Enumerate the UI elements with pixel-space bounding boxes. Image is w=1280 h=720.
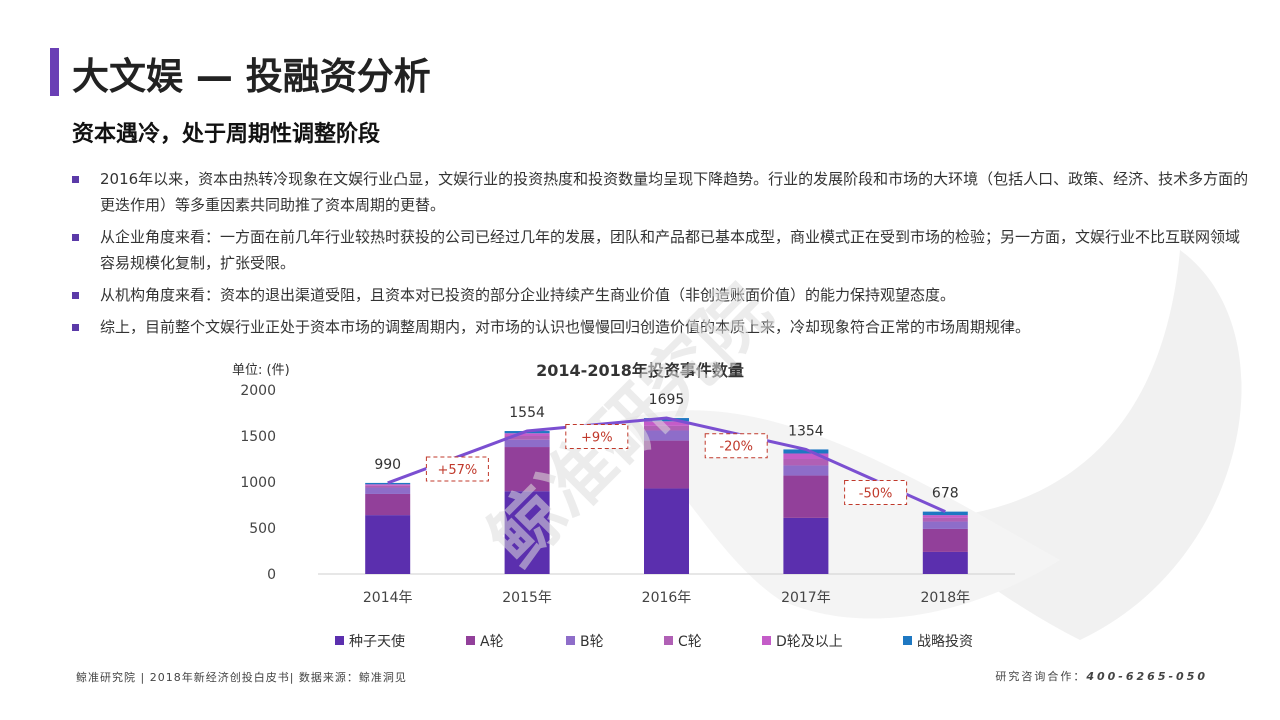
bar-segment-战略投资 <box>365 482 411 485</box>
bar-segment-B轮 <box>644 430 689 441</box>
legend-swatch <box>664 636 673 645</box>
x-tick-label: 2014年 <box>363 590 413 606</box>
bar-segment-种子天使 <box>504 491 550 574</box>
legend-swatch <box>335 636 344 645</box>
title-accent-bar <box>50 48 59 96</box>
y-tick-label: 0 <box>267 567 276 583</box>
total-data-label: 678 <box>932 486 959 502</box>
chart-title: 2014-2018年投资事件数量 <box>536 361 744 380</box>
growth-label-box <box>565 424 629 450</box>
legend-swatch <box>762 636 771 645</box>
bar-segment-B轮 <box>783 465 829 476</box>
growth-label: +9% <box>581 431 613 446</box>
growth-label-box <box>704 433 768 459</box>
legend-label: B轮 <box>580 634 604 650</box>
bar-segment-C轮 <box>783 459 829 466</box>
bullet-item: 综上，目前整个文娱行业正处于资本市场的调整周期内，对市场的认识也慢慢回归创造价值… <box>72 314 1252 340</box>
y-axis-unit-label: 单位: (件) <box>232 363 290 378</box>
bullet-square-icon <box>72 324 79 331</box>
page-subtitle: 资本遇冷，处于周期性调整阶段 <box>72 122 381 147</box>
x-tick-label: 2016年 <box>642 590 692 606</box>
bar-segment-C轮 <box>504 436 550 440</box>
legend-swatch <box>466 636 475 645</box>
bullet-list: 2016年以来，资本由热转冷现象在文娱行业凸显，文娱行业的投资热度和投资数量均呈… <box>72 166 1252 346</box>
x-tick-label: 2015年 <box>502 590 552 606</box>
y-tick-label: 2000 <box>240 383 276 399</box>
bar-segment-A轮 <box>922 528 968 552</box>
bullet-item: 从企业角度来看：一方面在前几年行业较热时获投的公司已经过几年的发展，团队和产品都… <box>72 224 1252 276</box>
bar-segment-D轮及以上 <box>783 453 829 459</box>
bar-segment-种子天使 <box>783 517 829 574</box>
growth-label: -50% <box>859 487 893 502</box>
bar-segment-B轮 <box>922 521 968 529</box>
bullet-text: 2016年以来，资本由热转冷现象在文娱行业凸显，文娱行业的投资热度和投资数量均呈… <box>100 170 1249 214</box>
bullet-item: 2016年以来，资本由热转冷现象在文娱行业凸显，文娱行业的投资热度和投资数量均呈… <box>72 166 1252 218</box>
total-data-label: 1695 <box>649 392 685 408</box>
bar-segment-D轮及以上 <box>504 433 550 436</box>
footer-contact-label: 研究咨询合作： <box>995 670 1087 683</box>
total-data-label: 1354 <box>788 423 824 439</box>
bar-segment-A轮 <box>365 493 411 516</box>
footer-contact: 研究咨询合作：400-6265-050 <box>995 668 1208 684</box>
total-data-label: 1554 <box>509 405 545 421</box>
y-tick-label: 1000 <box>240 475 276 491</box>
bar-segment-C轮 <box>365 485 411 488</box>
bar-segment-战略投资 <box>644 418 689 422</box>
bar-segment-B轮 <box>504 439 550 448</box>
growth-label: +57% <box>438 463 478 478</box>
bar-segment-D轮及以上 <box>365 484 411 486</box>
legend-swatch <box>566 636 575 645</box>
bar-segment-A轮 <box>783 475 829 518</box>
x-tick-label: 2017年 <box>781 590 831 606</box>
bullet-item: 从机构角度来看：资本的退出渠道受阻，且资本对已投资的部分企业持续产生商业价值（非… <box>72 282 1252 308</box>
legend-label: 战略投资 <box>917 634 973 650</box>
bar-segment-战略投资 <box>783 449 829 454</box>
legend-swatch <box>903 636 912 645</box>
y-tick-label: 1500 <box>240 429 276 445</box>
bar-segment-A轮 <box>644 440 689 489</box>
bar-segment-A轮 <box>504 447 550 492</box>
growth-label: -20% <box>719 440 753 455</box>
bar-segment-C轮 <box>922 517 968 522</box>
bullet-text: 综上，目前整个文娱行业正处于资本市场的调整周期内，对市场的认识也慢慢回归创造价值… <box>100 318 1031 336</box>
bar-segment-种子天使 <box>644 488 689 574</box>
bar-segment-种子天使 <box>922 551 968 574</box>
growth-label-box <box>425 456 489 482</box>
legend-label: 种子天使 <box>349 633 405 650</box>
bar-segment-D轮及以上 <box>922 515 968 518</box>
bullet-square-icon <box>72 292 79 299</box>
legend-label: A轮 <box>480 634 504 650</box>
bar-segment-C轮 <box>644 425 689 431</box>
legend-label: D轮及以上 <box>776 634 843 650</box>
bar-segment-B轮 <box>365 487 411 494</box>
bullet-square-icon <box>72 176 79 183</box>
bullet-text: 从企业角度来看：一方面在前几年行业较热时获投的公司已经过几年的发展，团队和产品都… <box>100 228 1241 272</box>
page-title: 大文娱 — 投融资分析 <box>72 55 431 98</box>
footer-source: 鲸准研究院 | 2018年新经济创投白皮书| 数据来源：鲸准洞见 <box>76 671 407 684</box>
y-tick-label: 500 <box>249 521 276 537</box>
bullet-text: 从机构角度来看：资本的退出渠道受阻，且资本对已投资的部分企业持续产生商业价值（非… <box>100 286 956 304</box>
total-line <box>387 416 946 513</box>
bar-segment-D轮及以上 <box>644 421 689 426</box>
bar-segment-种子天使 <box>365 515 411 574</box>
x-tick-label: 2018年 <box>920 590 970 606</box>
total-data-label: 990 <box>374 457 401 473</box>
bar-segment-战略投资 <box>922 511 968 516</box>
growth-label-box <box>844 480 908 506</box>
bullet-square-icon <box>72 234 79 241</box>
legend-label: C轮 <box>678 634 702 650</box>
footer-phone: 400-6265-050 <box>1086 670 1208 683</box>
